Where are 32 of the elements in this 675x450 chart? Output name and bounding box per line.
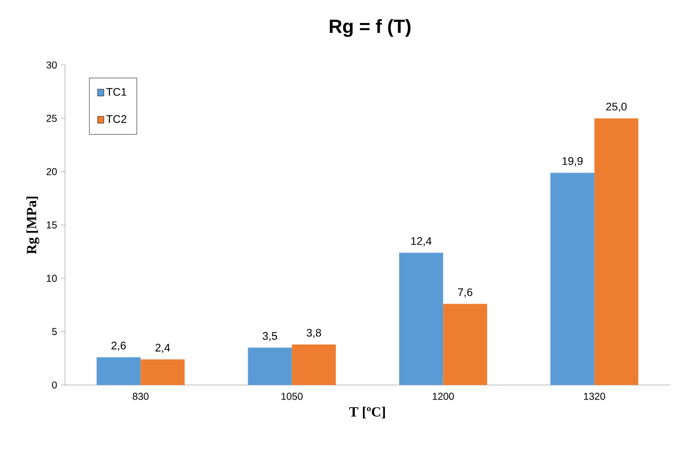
x-axis-title: T [ºC] <box>349 406 385 418</box>
bar <box>248 348 292 385</box>
x-tick-label: 1320 <box>584 392 606 400</box>
bar <box>140 359 185 385</box>
legend-label: TC2 <box>106 115 126 123</box>
y-tick-label: 25 <box>46 114 57 122</box>
data-label: 25,0 <box>606 102 627 112</box>
chart-title: Rg = f (T) <box>330 19 410 37</box>
data-label: 3,8 <box>306 328 322 338</box>
data-label: 12,4 <box>411 237 432 246</box>
legend-label: TC1 <box>106 88 126 96</box>
x-tick-label: 1200 <box>432 392 454 400</box>
y-tick-label: 30 <box>46 61 57 69</box>
y-axis-title: Rg [MPa] <box>26 196 40 254</box>
bar <box>594 118 638 385</box>
x-tick-label: 1050 <box>282 392 303 400</box>
bar <box>96 357 141 385</box>
bar <box>292 344 336 385</box>
data-label: 19,9 <box>562 157 583 166</box>
y-tick-label: 10 <box>46 274 57 282</box>
data-label: 7,6 <box>458 288 472 298</box>
y-tick-label: 15 <box>46 222 57 228</box>
y-tick-label: 20 <box>46 168 57 176</box>
bar <box>550 172 594 385</box>
data-label: 2,4 <box>156 344 170 353</box>
y-tick-label: 5 <box>52 328 57 336</box>
data-label: 3,5 <box>262 332 278 342</box>
bar <box>399 252 444 385</box>
y-tick-label: 0 <box>52 381 57 389</box>
bar <box>443 304 488 385</box>
data-label: 2,6 <box>112 342 126 351</box>
x-tick-label: 830 <box>132 392 149 400</box>
